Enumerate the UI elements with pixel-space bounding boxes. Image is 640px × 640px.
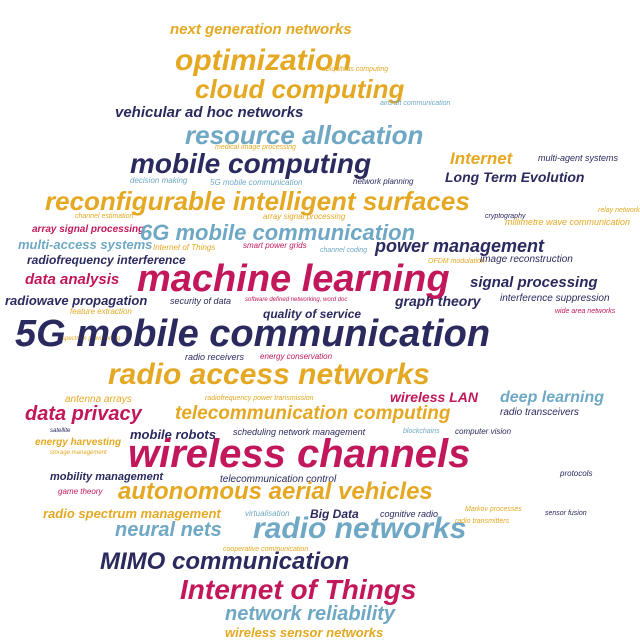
word-4: aircraft communication xyxy=(380,100,450,107)
word-52: telecommunication computing xyxy=(175,404,451,423)
word-20: relay networks xyxy=(598,207,640,214)
word-80: wireless sensor networks xyxy=(225,626,383,639)
word-38: interference suppression xyxy=(500,294,610,304)
word-25: smart power grids xyxy=(243,242,307,250)
word-54: satellite xyxy=(50,428,70,434)
word-15: reconfigurable intelligent surfaces xyxy=(45,188,470,214)
word-65: game theory xyxy=(58,488,102,496)
word-79: network reliability xyxy=(225,604,395,624)
word-48: radiofrequency power transmission xyxy=(205,395,314,402)
word-0: next generation networks xyxy=(170,22,352,37)
word-30: image reconstruction xyxy=(480,255,573,265)
word-13: network planning xyxy=(353,178,413,186)
word-33: signal processing xyxy=(470,275,598,290)
word-23: multi-access systems xyxy=(18,238,152,251)
word-21: array signal processing xyxy=(32,225,144,235)
word-37: graph theory xyxy=(395,294,481,308)
word-66: autonomous aerial vehicles xyxy=(118,480,433,504)
word-77: MIMO communication xyxy=(100,550,349,574)
word-49: wireless LAN xyxy=(390,390,478,404)
word-74: radio networks xyxy=(253,514,466,544)
word-35: security of data xyxy=(170,297,231,306)
word-27: power management xyxy=(375,237,544,255)
word-8: mobile computing xyxy=(130,150,371,178)
word-3: cloud computing xyxy=(195,76,404,102)
word-36: software defined networking, word doc xyxy=(245,297,347,303)
word-61: wireless channels xyxy=(128,434,470,474)
word-53: radio transceivers xyxy=(500,408,579,418)
word-78: Internet of Things xyxy=(180,576,416,604)
word-43: 5G mobile communication xyxy=(15,315,490,353)
word-26: channel coding xyxy=(320,247,367,254)
word-72: sensor fusion xyxy=(545,510,587,517)
word-55: energy harvesting xyxy=(35,438,121,448)
word-50: deep learning xyxy=(500,390,604,406)
word-42: wide area networks xyxy=(555,308,615,315)
word-5: vehicular ad hoc networks xyxy=(115,105,303,120)
word-10: multi-agent systems xyxy=(538,154,618,163)
word-16: channel estimation xyxy=(75,213,133,220)
word-34: radiowave propagation xyxy=(5,294,147,307)
word-71: Markov processes xyxy=(465,506,522,513)
word-46: radio access networks xyxy=(108,360,430,390)
word-75: radio transmitters xyxy=(455,518,509,525)
word-73: neural nets xyxy=(115,520,222,540)
word-56: storage management xyxy=(50,450,107,456)
word-64: protocols xyxy=(560,470,592,478)
word-31: data analysis xyxy=(25,272,119,287)
word-11: decision making xyxy=(130,177,187,185)
word-9: Internet xyxy=(450,150,512,167)
word-24: Internet of Things xyxy=(153,244,215,252)
word-14: Long Term Evolution xyxy=(445,170,584,184)
word-19: millimetre wave communication xyxy=(505,218,630,227)
word-2: ubiquitous computing xyxy=(322,66,388,73)
word-51: data privacy xyxy=(25,404,142,424)
